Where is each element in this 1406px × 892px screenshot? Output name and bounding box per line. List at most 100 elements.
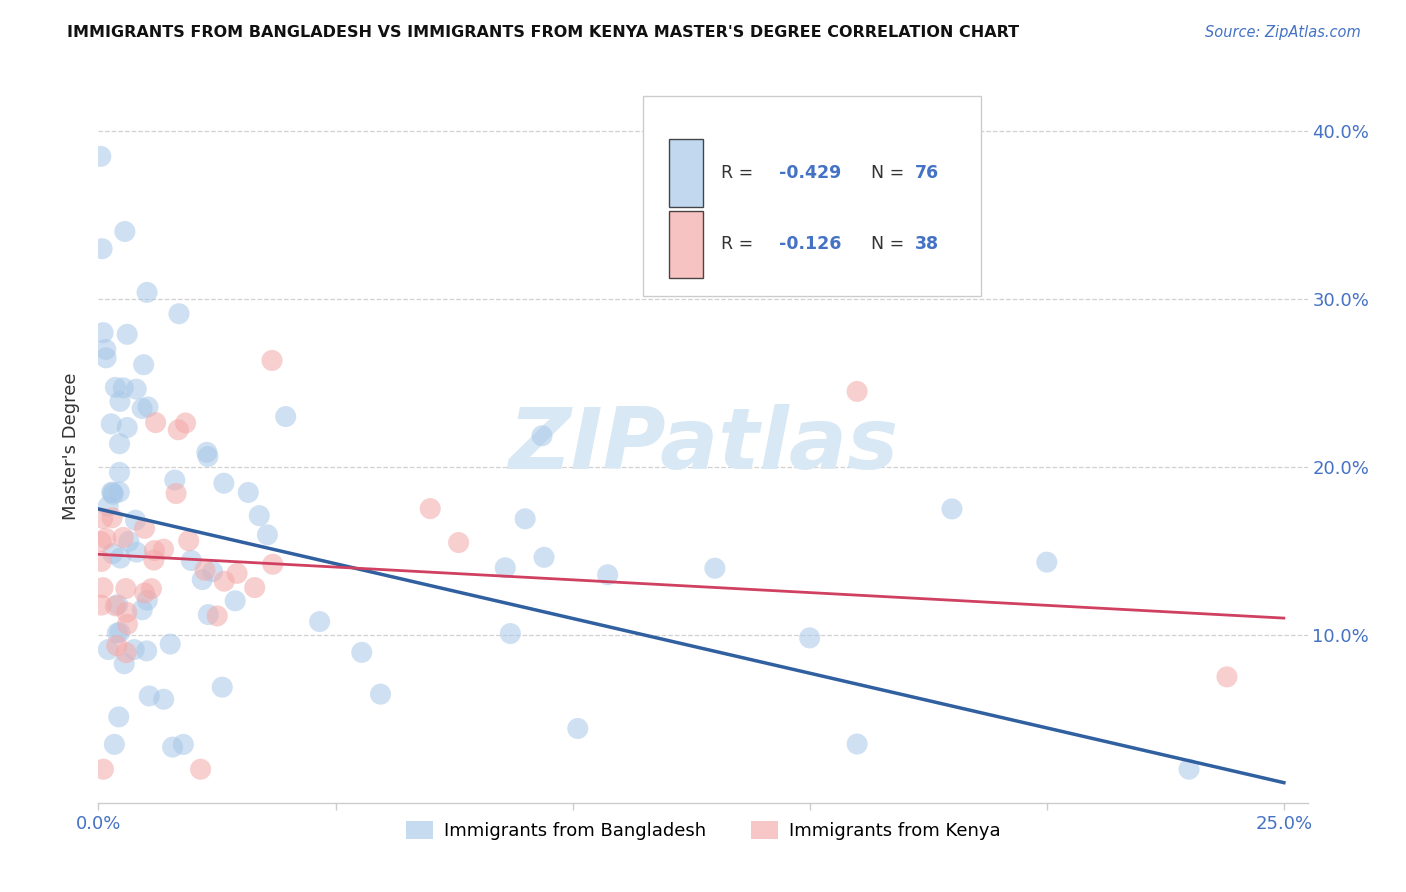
Point xyxy=(134,586,156,600)
Point xyxy=(165,486,187,500)
Point xyxy=(1178,762,1201,776)
Text: R =: R = xyxy=(721,235,759,253)
Point xyxy=(194,563,217,577)
Point xyxy=(101,511,124,525)
Point xyxy=(115,582,138,596)
Point xyxy=(515,512,537,526)
Point xyxy=(108,466,131,480)
Legend: Immigrants from Bangladesh, Immigrants from Kenya: Immigrants from Bangladesh, Immigrants f… xyxy=(398,814,1008,847)
Point xyxy=(167,307,190,321)
Point xyxy=(274,409,297,424)
Point xyxy=(94,351,117,365)
Point xyxy=(136,593,159,607)
Point xyxy=(114,225,136,239)
Text: N =: N = xyxy=(860,235,910,253)
Point xyxy=(105,626,128,640)
Point xyxy=(141,582,163,596)
Point xyxy=(107,710,129,724)
Point xyxy=(118,534,141,549)
Text: -0.429: -0.429 xyxy=(779,164,841,182)
Point xyxy=(103,487,125,501)
Point xyxy=(167,423,190,437)
FancyBboxPatch shape xyxy=(669,211,703,278)
Text: R =: R = xyxy=(721,164,759,182)
Point xyxy=(159,637,181,651)
Point xyxy=(125,545,148,559)
Point xyxy=(846,737,869,751)
Point xyxy=(132,358,155,372)
Point xyxy=(256,528,278,542)
Text: N =: N = xyxy=(860,164,910,182)
Point xyxy=(596,567,619,582)
Point xyxy=(100,417,122,431)
Point xyxy=(90,598,112,612)
Point xyxy=(138,689,160,703)
Point xyxy=(104,380,127,394)
Point xyxy=(262,558,284,572)
Y-axis label: Master's Degree: Master's Degree xyxy=(62,372,80,520)
Point xyxy=(97,500,120,514)
Point xyxy=(197,450,219,464)
Point xyxy=(135,644,157,658)
Point xyxy=(226,566,249,581)
Point xyxy=(131,603,153,617)
Point xyxy=(163,473,186,487)
Point xyxy=(191,573,214,587)
Point xyxy=(350,645,373,659)
Text: 38: 38 xyxy=(915,235,939,253)
Point xyxy=(224,594,246,608)
Point xyxy=(1036,555,1059,569)
Point xyxy=(145,416,167,430)
Point xyxy=(172,738,194,752)
Point xyxy=(94,343,117,357)
Point xyxy=(238,485,260,500)
Point xyxy=(115,646,138,660)
Point xyxy=(134,521,156,535)
FancyBboxPatch shape xyxy=(669,139,703,207)
Point xyxy=(941,502,963,516)
Point xyxy=(143,543,166,558)
Point xyxy=(260,353,283,368)
Point xyxy=(447,535,470,549)
Point xyxy=(212,476,235,491)
Text: Source: ZipAtlas.com: Source: ZipAtlas.com xyxy=(1205,25,1361,40)
Point xyxy=(494,561,516,575)
Point xyxy=(107,598,129,612)
Point xyxy=(125,382,148,396)
Point xyxy=(799,631,821,645)
Text: 76: 76 xyxy=(915,164,939,182)
Text: ZIPatlas: ZIPatlas xyxy=(508,404,898,488)
Point xyxy=(90,554,112,568)
Point xyxy=(112,381,135,395)
Point xyxy=(122,642,145,657)
Point xyxy=(533,550,555,565)
Point xyxy=(101,485,124,500)
Point xyxy=(93,762,115,776)
Point xyxy=(91,326,114,340)
Text: -0.126: -0.126 xyxy=(779,235,842,253)
Point xyxy=(419,501,441,516)
Point xyxy=(499,626,522,640)
Point xyxy=(180,553,202,567)
Point xyxy=(197,607,219,622)
Point xyxy=(201,565,224,579)
Point xyxy=(1216,670,1239,684)
Point xyxy=(91,242,114,256)
Point xyxy=(97,642,120,657)
Point xyxy=(90,534,112,549)
Point xyxy=(243,581,266,595)
Point xyxy=(211,680,233,694)
Point xyxy=(112,531,135,545)
Point xyxy=(90,149,112,163)
Point xyxy=(108,394,131,409)
Point xyxy=(152,542,174,557)
Point xyxy=(101,547,124,561)
Point xyxy=(567,722,589,736)
Point xyxy=(108,436,131,450)
Point xyxy=(124,513,146,527)
Text: IMMIGRANTS FROM BANGLADESH VS IMMIGRANTS FROM KENYA MASTER'S DEGREE CORRELATION : IMMIGRANTS FROM BANGLADESH VS IMMIGRANTS… xyxy=(67,25,1019,40)
Point xyxy=(91,581,114,595)
Point xyxy=(115,327,138,342)
Point xyxy=(108,485,131,500)
Point xyxy=(112,657,135,671)
